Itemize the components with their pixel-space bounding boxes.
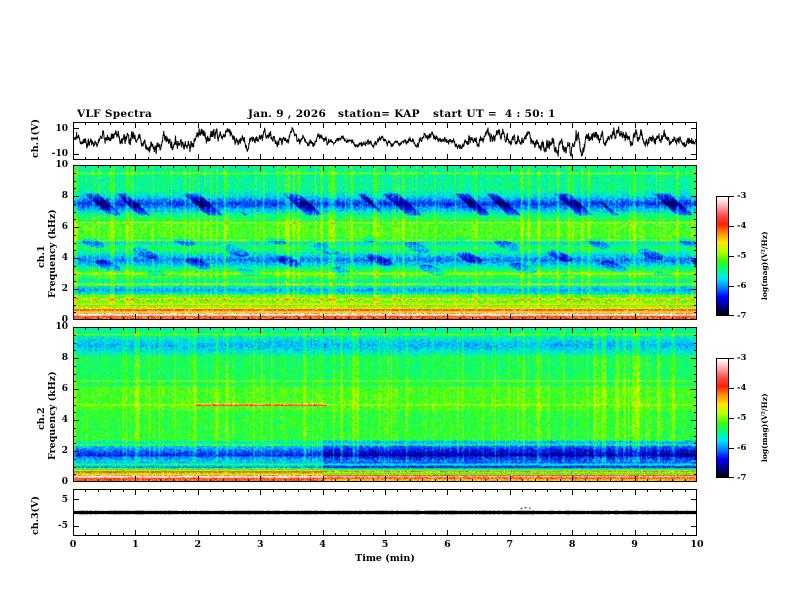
ch3-voltage-axis-title: ch.3(V)	[30, 496, 41, 535]
x-axis-tick-2: 2	[194, 539, 202, 550]
spectrogram-ytick-2: 2	[61, 446, 68, 456]
colorbar-tick	[729, 448, 734, 449]
figure-header: VLF Spectra Jan. 9 , 2026 station= KAP s…	[73, 108, 697, 122]
colorbar-ch1	[716, 196, 729, 316]
ch1-waveform-path	[74, 126, 696, 156]
ch1-spectrogram-image	[74, 166, 696, 319]
spectrogram-ytick-2: 2	[61, 284, 68, 294]
colorbar-tick-label--3: -3	[737, 191, 747, 201]
ch1-voltage-ytick-neg10: -10	[51, 149, 68, 159]
ch1-voltage-ytick-10: 10	[55, 124, 68, 134]
figure-station: station= KAP	[338, 108, 420, 120]
panel-ch1-spectrogram	[73, 165, 697, 320]
spectrogram-ytick-0: 0	[61, 315, 68, 325]
x-axis-tick-0: 0	[69, 539, 77, 550]
panel-ch2-spectrogram	[73, 327, 697, 482]
colorbar-tick-label--7: -7	[737, 311, 747, 321]
colorbar-tick-label--7: -7	[737, 473, 747, 483]
spectrogram-ytick-6: 6	[61, 384, 68, 394]
x-axis-tick-7: 7	[506, 539, 514, 550]
spectrogram-ytick-4: 4	[61, 415, 68, 425]
colorbar-tick	[729, 286, 734, 287]
figure-start-ut: start UT = 4 : 50: 1	[433, 108, 556, 120]
colorbar-ch1-gradient	[717, 197, 728, 315]
colorbar-tick	[729, 477, 734, 478]
colorbar-tick-label--6: -6	[737, 281, 747, 291]
panel-ch1-voltage	[73, 122, 697, 160]
x-axis-tick-labels: 0 1 2 3 4 5 6 7 8 9 10	[69, 539, 704, 553]
ch2-spectrogram-axis-name: ch.2	[36, 407, 47, 430]
ch3-voltage-ytick-neg5: -5	[58, 521, 68, 531]
colorbar-tick	[729, 226, 734, 227]
x-axis-tick-10: 10	[690, 539, 704, 550]
colorbar-tick	[729, 196, 734, 197]
ch3-minor-marks	[520, 507, 531, 509]
ch3-voltage-ytick-5: 5	[61, 495, 68, 505]
colorbar-tick-label--4: -4	[737, 221, 747, 231]
figure-date: Jan. 9 , 2026	[248, 108, 327, 120]
x-axis-tick-5: 5	[381, 539, 389, 550]
colorbar-tick-label--6: -6	[737, 443, 747, 453]
colorbar-tick	[729, 256, 734, 257]
colorbar-ch2	[716, 358, 729, 478]
colorbar-tick	[729, 418, 734, 419]
x-axis-tick-6: 6	[444, 539, 451, 550]
ch3-voltage-trace	[74, 507, 696, 515]
colorbar-tick	[729, 388, 734, 389]
x-axis-tick-3: 3	[256, 539, 264, 550]
ch1-voltage-trace	[74, 123, 696, 159]
colorbar-ch1-ticks	[729, 196, 735, 316]
spectrogram-ytick-4: 4	[61, 253, 68, 263]
x-axis-tick-4: 4	[319, 539, 326, 550]
spectrogram-ytick-0: 0	[61, 477, 68, 487]
colorbar-ch2-ticks	[729, 358, 735, 478]
colorbar-ch1-title: log(mag)(V²/Hz)	[760, 231, 769, 300]
figure-title: VLF Spectra	[77, 108, 153, 120]
x-axis-tick-1: 1	[132, 539, 139, 550]
ch2-spectrogram-image	[74, 328, 696, 481]
ch1-spectrogram-axis-title: Frequency (kHz)	[47, 209, 58, 298]
colorbar-tick-label--5: -5	[737, 251, 747, 261]
spectrogram-ytick-8: 8	[61, 191, 68, 201]
ch1-voltage-axis-title: ch.1(V)	[30, 119, 41, 158]
colorbar-ch2-gradient	[717, 359, 728, 477]
colorbar-tick-label--3: -3	[737, 353, 747, 363]
spectrogram-ytick-10: 10	[55, 160, 68, 170]
ch1-spectrogram-axis-name: ch.1	[36, 245, 47, 268]
panel-ch3-voltage	[73, 489, 697, 536]
ch3-saturated-band	[74, 510, 696, 515]
colorbar-tick-label--4: -4	[737, 383, 747, 393]
spectrogram-ytick-6: 6	[61, 222, 68, 232]
x-axis-tick-8: 8	[568, 539, 576, 550]
ch2-spectrogram-axis-title: Frequency (kHz)	[47, 371, 58, 460]
x-axis-tick-9: 9	[631, 539, 638, 550]
colorbar-ch2-title: log(mag)(V²/Hz)	[760, 393, 769, 462]
spectrogram-ytick-8: 8	[61, 353, 68, 363]
x-axis-title: Time (min)	[355, 553, 415, 564]
colorbar-tick	[729, 358, 734, 359]
colorbar-tick-label--5: -5	[737, 413, 747, 423]
colorbar-tick	[729, 315, 734, 316]
spectrogram-ytick-10: 10	[55, 322, 68, 332]
